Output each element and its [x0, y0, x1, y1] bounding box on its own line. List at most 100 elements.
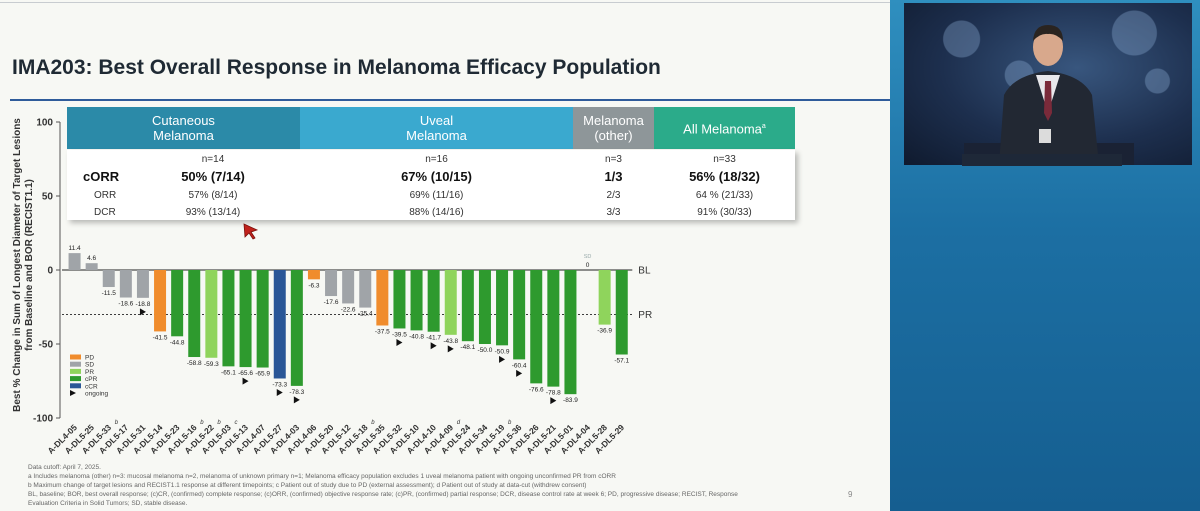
bar-a-dl5-10: [410, 270, 423, 331]
header-melanoma-other: Melanoma (other): [573, 107, 654, 149]
title-divider: [10, 99, 890, 101]
ongoing-arrow-a-dl5-13: [242, 377, 249, 385]
legend-swatch-pd: [70, 354, 81, 360]
waterfall-chart: 100500-50-100BLPR11.4A-DL4-054.6A-DL5-25…: [33, 118, 652, 456]
header-cutaneous: Cutaneous Melanoma: [67, 107, 300, 149]
speaker-video: [904, 3, 1192, 165]
bar-value-a-dl5-31: -18.8: [136, 301, 151, 308]
ongoing-arrow-a-dl4-03: [293, 396, 300, 404]
legend-label-cpr: cPR: [85, 376, 98, 383]
x-tick-sup-a-dl5-16: b: [200, 420, 204, 426]
response-stats-table: cORR ORR DCR n=14 50% (7/14) 57% (8/14) …: [67, 150, 795, 220]
bar-value-a-dl5-20: -17.6: [324, 299, 339, 306]
bar-a-dl5-33: [102, 270, 115, 288]
row-label-orr: ORR: [94, 190, 117, 201]
cutaneous-corr: 50% (7/14): [181, 169, 245, 184]
ongoing-arrow-a-dl4-09: [447, 345, 454, 353]
bar-status-a-dl4-04: SD: [584, 254, 592, 260]
speaker-figure: [964, 25, 1134, 165]
bar-value-a-dl5-29: -57.1: [614, 358, 629, 365]
bar-value-a-dl5-23: -44.8: [170, 339, 185, 346]
ongoing-arrow-a-dl5-19: [499, 355, 506, 363]
slide: IMA203: Best Overall Response in Melanom…: [0, 0, 890, 511]
bar-value-a-dl5-24: -48.1: [460, 344, 475, 351]
bar-value-a-dl5-10: -40.8: [409, 333, 424, 340]
bar-value-a-dl5-19: -50.9: [495, 348, 510, 355]
legend-swatch-cpr: [70, 376, 81, 382]
bar-value-a-dl5-26: -76.6: [529, 386, 544, 393]
header-uveal-line2: Melanoma: [406, 128, 467, 143]
footnote-b: b Maximum change of target lesions and R…: [28, 482, 587, 489]
bar-a-dl4-06: [307, 270, 320, 280]
bar-a-dl5-12: [342, 270, 355, 304]
slide-top-border: [0, 2, 890, 3]
bar-a-dl5-28: [598, 270, 611, 325]
bar-value-a-dl4-10: -41.7: [426, 335, 441, 342]
footnote-abbrev: BL, baseline; BOR, best overall response…: [28, 491, 738, 498]
bar-a-dl5-32: [393, 270, 406, 329]
row-label-dcr: DCR: [94, 207, 116, 218]
bar-value-a-dl5-25: 4.6: [87, 255, 96, 262]
legend-label-sd: SD: [85, 362, 94, 369]
bar-value-a-dl4-07: -65.9: [255, 371, 270, 378]
all-orr: 64 % (21/33): [695, 190, 754, 201]
bar-a-dl5-13: [239, 270, 252, 368]
bar-value-a-dl5-22: -59.3: [204, 361, 219, 368]
bar-a-dl5-25: [85, 263, 98, 270]
bar-a-dl5-34: [478, 270, 491, 344]
other-orr: 2/3: [606, 190, 621, 201]
x-tick-sup-a-dl5-22: b: [217, 420, 221, 426]
reference-label-bl: BL: [638, 266, 651, 277]
legend-label-pd: PD: [85, 355, 94, 362]
bar-value-a-dl4-03: -78.3: [289, 389, 304, 396]
legend-label-ongoing: ongoing: [85, 391, 109, 398]
other-n: n=3: [605, 154, 622, 165]
bar-value-a-dl5-32: -39.5: [392, 331, 407, 338]
x-tick-sup-a-dl5-19: b: [508, 420, 512, 426]
bar-a-dl4-07: [256, 270, 269, 368]
header-uveal-line1: Uveal: [419, 113, 454, 128]
bar-value-a-dl5-18: -25.4: [358, 311, 373, 318]
bar-a-dl5-24: [461, 270, 474, 342]
bar-a-dl5-26: [530, 270, 543, 384]
cutaneous-n: n=14: [201, 154, 225, 165]
header-other-line2: (other): [594, 128, 633, 143]
bar-a-dl5-01: [564, 270, 577, 395]
legend-swatch-ongoing: [70, 390, 76, 396]
cutaneous-orr: 57% (8/14): [188, 190, 238, 201]
ongoing-arrow-a-dl5-32: [396, 338, 403, 346]
bar-a-dl5-18: [359, 270, 372, 308]
bar-value-a-dl5-14: -41.5: [153, 334, 168, 341]
all-dcr: 91% (30/33): [697, 207, 752, 218]
bar-value-a-dl5-03: -65.1: [221, 369, 236, 376]
reference-label-pr: PR: [638, 310, 652, 321]
bar-value-a-dl4-06: -6.3: [308, 282, 320, 289]
cutaneous-dcr: 93% (13/14): [185, 207, 241, 218]
bar-value-a-dl5-33: -11.5: [102, 290, 117, 297]
page-number: 9: [848, 490, 853, 499]
bar-a-dl5-35: [376, 270, 389, 326]
bar-a-dl4-03: [290, 270, 303, 386]
header-other-line1: Melanoma: [583, 113, 644, 128]
other-dcr: 3/3: [606, 207, 621, 218]
uveal-orr: 69% (11/16): [409, 190, 464, 201]
uveal-dcr: 88% (14/16): [409, 207, 464, 218]
legend-label-ccr: cCR: [85, 383, 98, 390]
bar-a-dl5-14: [154, 270, 167, 332]
bar-a-dl4-10: [427, 270, 440, 332]
header-uveal: Uveal Melanoma: [300, 107, 573, 149]
footnote-a: a Includes melanoma (other) n=3: mucosal…: [28, 473, 616, 480]
bar-value-a-dl4-04: 0: [586, 262, 590, 269]
bar-value-a-dl4-09: -43.8: [443, 338, 458, 345]
bar-a-dl5-20: [325, 270, 338, 297]
bar-value-a-dl5-27: -73.3: [272, 381, 287, 388]
bar-a-dl5-23: [171, 270, 184, 337]
ongoing-arrow-a-dl4-10: [430, 342, 437, 350]
bar-value-a-dl5-28: -36.9: [597, 328, 612, 335]
bar-a-dl5-31: [136, 270, 149, 298]
bar-value-a-dl5-35: -37.5: [375, 329, 390, 336]
bar-a-dl5-19: [496, 270, 509, 346]
x-tick-sup-a-dl5-03: c: [234, 420, 237, 426]
x-tick-sup-a-dl4-09: d: [457, 420, 461, 426]
podium: [962, 154, 1122, 166]
